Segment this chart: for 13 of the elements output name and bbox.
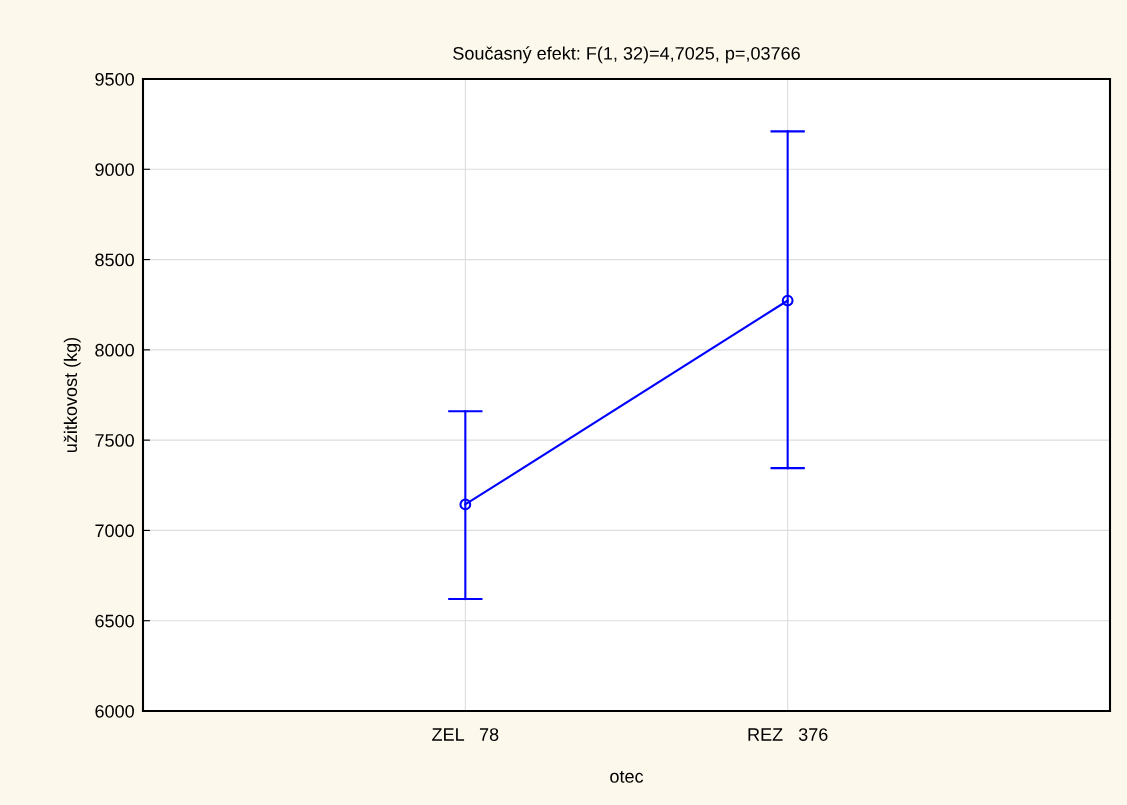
y-tick-label: 9000 (95, 163, 134, 177)
y-tick-label: 8000 (95, 343, 134, 357)
y-tick-label: 7500 (95, 434, 134, 447)
y-tick-label: 6500 (95, 614, 134, 628)
chart-title: Současný efekt: F(1, 32)=4,7025, p=,03766 (453, 46, 800, 64)
x-tick-label: ZEL 78 (432, 728, 499, 741)
y-tick-label: 7000 (95, 524, 134, 538)
x-tick-label: REZ 376 (748, 728, 828, 741)
x-axis-title: otec (610, 770, 644, 783)
y-tick-label: 6000 (95, 704, 134, 718)
y-axis-title: užitkovost (kg) (63, 337, 81, 453)
y-tick-label: 8500 (95, 253, 134, 267)
y-tick-label: 9500 (95, 72, 134, 86)
